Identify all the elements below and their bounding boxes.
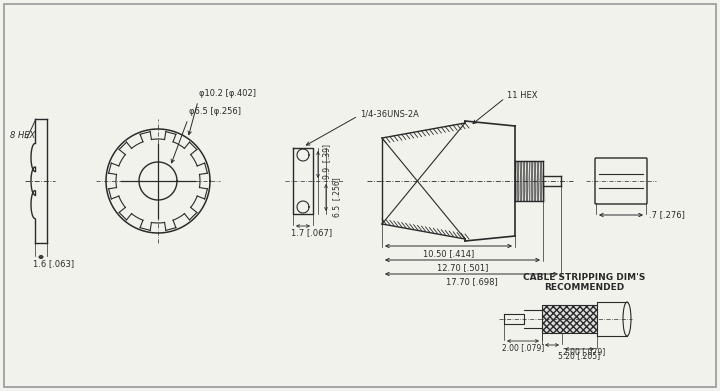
Text: 12.70 [.501]: 12.70 [.501]: [437, 264, 488, 273]
Text: 6.5  [.256]: 6.5 [.256]: [332, 178, 341, 217]
Text: .7 [.276]: .7 [.276]: [649, 210, 685, 219]
Text: 1.6 [.063]: 1.6 [.063]: [33, 260, 74, 269]
Bar: [542, 305, 597, 333]
Text: 2.00 [.079]: 2.00 [.079]: [502, 344, 544, 353]
Text: φ6.5 [φ.256]: φ6.5 [φ.256]: [189, 107, 241, 116]
Text: CABLE STRIPPING DIM'S: CABLE STRIPPING DIM'S: [523, 273, 646, 282]
Text: 10.50 [.414]: 10.50 [.414]: [423, 249, 474, 258]
Text: 17.70 [.698]: 17.70 [.698]: [446, 278, 498, 287]
Text: 1/4-36UNS-2A: 1/4-36UNS-2A: [360, 109, 419, 118]
Text: φ10.2 [φ.402]: φ10.2 [φ.402]: [199, 89, 256, 98]
Text: 2.00 [.079]: 2.00 [.079]: [563, 348, 606, 357]
Text: 11 HEX: 11 HEX: [507, 91, 538, 100]
Text: 9.9  [.39]: 9.9 [.39]: [322, 144, 331, 179]
Text: RECOMMENDED: RECOMMENDED: [544, 283, 625, 292]
Text: 5.20 [.205]: 5.20 [.205]: [559, 352, 600, 361]
Text: 8 HEX: 8 HEX: [10, 131, 35, 140]
Text: 1.7 [.067]: 1.7 [.067]: [291, 228, 332, 237]
